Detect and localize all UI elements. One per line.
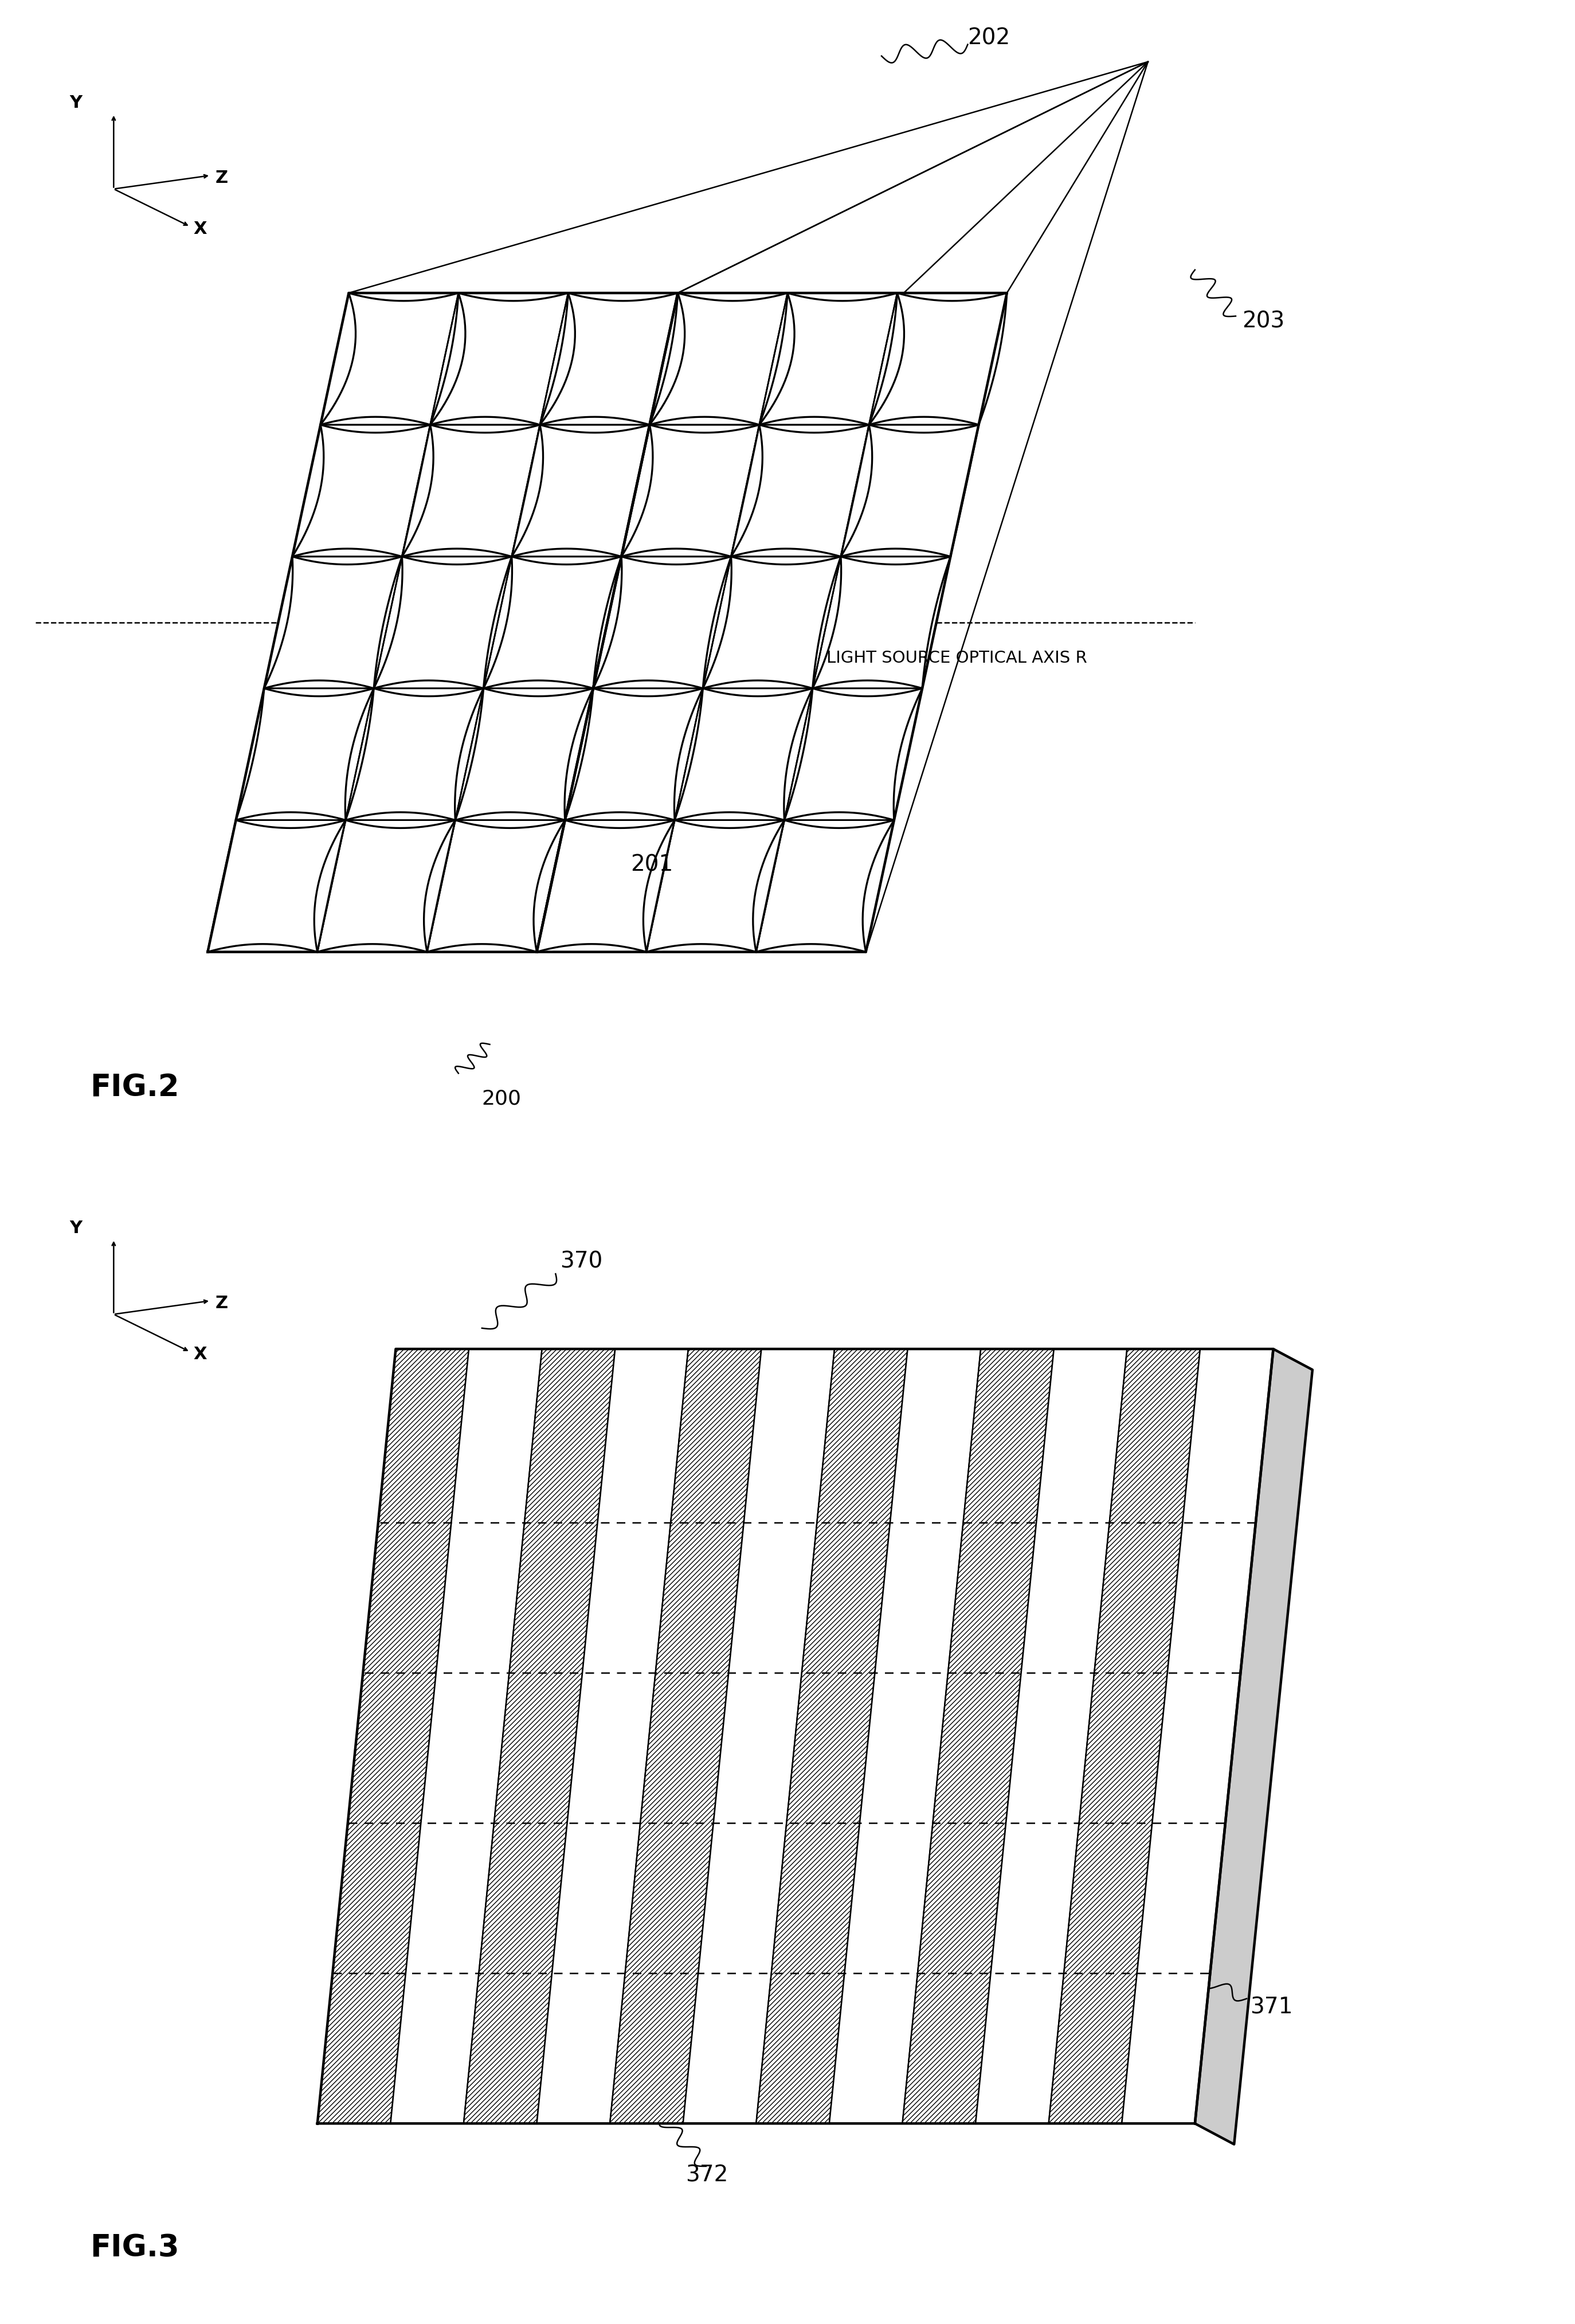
Polygon shape xyxy=(1195,1348,1312,2145)
Polygon shape xyxy=(236,688,373,820)
Polygon shape xyxy=(756,820,895,953)
Polygon shape xyxy=(784,688,923,820)
Text: Z: Z xyxy=(216,170,228,186)
Text: Y: Y xyxy=(69,1220,82,1236)
Polygon shape xyxy=(208,820,345,953)
Text: 201: 201 xyxy=(632,853,674,876)
Text: 200: 200 xyxy=(482,1090,521,1109)
Polygon shape xyxy=(391,1348,542,2124)
Polygon shape xyxy=(731,425,869,555)
Polygon shape xyxy=(345,688,484,820)
Text: LIGHT SOURCE OPTICAL AXIS R: LIGHT SOURCE OPTICAL AXIS R xyxy=(827,651,1087,667)
Polygon shape xyxy=(540,293,677,425)
Text: 372: 372 xyxy=(685,2164,728,2187)
Polygon shape xyxy=(684,1348,835,2124)
Polygon shape xyxy=(759,293,898,425)
Text: Z: Z xyxy=(216,1294,228,1311)
Polygon shape xyxy=(321,293,458,425)
Polygon shape xyxy=(318,820,455,953)
Polygon shape xyxy=(902,1348,1054,2124)
Text: 371: 371 xyxy=(1251,1996,1293,2017)
Text: X: X xyxy=(194,221,206,237)
Polygon shape xyxy=(484,555,622,688)
Polygon shape xyxy=(463,1348,616,2124)
Text: 370: 370 xyxy=(561,1250,603,1274)
Polygon shape xyxy=(622,425,759,555)
Polygon shape xyxy=(537,1348,688,2124)
Polygon shape xyxy=(975,1348,1128,2124)
Text: 202: 202 xyxy=(967,28,1010,49)
Polygon shape xyxy=(869,293,1006,425)
Polygon shape xyxy=(702,555,841,688)
Polygon shape xyxy=(1121,1348,1273,2124)
Polygon shape xyxy=(649,293,788,425)
Polygon shape xyxy=(265,555,402,688)
Polygon shape xyxy=(610,1348,761,2124)
Text: X: X xyxy=(194,1346,206,1362)
Polygon shape xyxy=(830,1348,981,2124)
Polygon shape xyxy=(455,688,594,820)
Polygon shape xyxy=(813,555,950,688)
Polygon shape xyxy=(512,425,649,555)
Polygon shape xyxy=(373,555,512,688)
Polygon shape xyxy=(402,425,540,555)
Polygon shape xyxy=(646,820,784,953)
Polygon shape xyxy=(674,688,813,820)
Polygon shape xyxy=(1049,1348,1200,2124)
Polygon shape xyxy=(293,425,430,555)
Polygon shape xyxy=(756,1348,907,2124)
Polygon shape xyxy=(594,555,731,688)
Polygon shape xyxy=(841,425,978,555)
Text: 203: 203 xyxy=(1243,311,1285,332)
Polygon shape xyxy=(427,820,565,953)
Polygon shape xyxy=(430,293,569,425)
Text: FIG.3: FIG.3 xyxy=(90,2233,180,2264)
Text: Y: Y xyxy=(69,95,82,112)
Polygon shape xyxy=(565,688,702,820)
Text: FIG.2: FIG.2 xyxy=(90,1074,180,1102)
Polygon shape xyxy=(318,1348,469,2124)
Polygon shape xyxy=(537,820,674,953)
